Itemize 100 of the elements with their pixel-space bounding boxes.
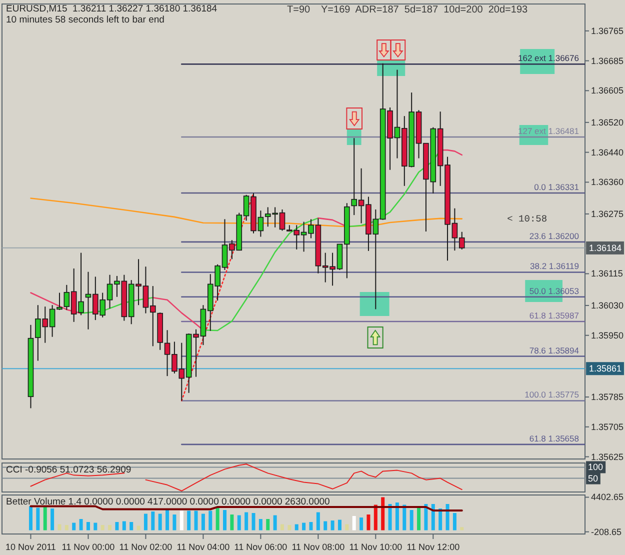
series-label: 78.6 1.35894 (529, 345, 580, 356)
bar (324, 521, 328, 530)
bar (144, 514, 148, 530)
x-tick-label: 11 Nov 04:00 (176, 542, 230, 552)
y-tick-label: 1.36275 (591, 208, 624, 219)
bar (374, 504, 378, 530)
text: 10 minutes 58 seconds left to bar end (6, 14, 164, 26)
bar (28, 506, 32, 530)
chart-title: Better Volume 1.4 0.0000 0.0000 417.0000 0.0000 0.0000 0.0000 2630.0000 (6, 496, 330, 508)
bar (194, 510, 198, 530)
bar (244, 512, 248, 530)
annotation: T=90 Y=169 ADR=187 5d=187 10d=200 20d=193 (287, 4, 528, 16)
x-tick-label: 11 Nov 06:00 (234, 542, 288, 552)
bar (273, 515, 277, 530)
bar (316, 512, 320, 530)
bar (180, 510, 184, 530)
bar (395, 502, 399, 530)
bar (338, 520, 342, 530)
bar (237, 515, 241, 530)
bar (230, 514, 234, 530)
bar (309, 522, 313, 530)
bar (223, 510, 227, 530)
annotation: < 10:58 (507, 214, 548, 224)
y-tick-label: 1.36030 (591, 300, 624, 310)
series-label: 23.6 1.36200 (529, 230, 580, 241)
y-tick-label: 1.36685 (591, 56, 624, 66)
bar (187, 510, 191, 530)
x-tick-label: 11 Nov 12:00 (406, 542, 460, 552)
bar (252, 513, 256, 530)
bar (446, 504, 450, 530)
x-tick-label: 10 Nov 2011 (6, 542, 56, 552)
bar (43, 506, 47, 530)
bar (258, 519, 262, 530)
bar (158, 514, 162, 530)
bar (294, 524, 298, 530)
bar (460, 527, 464, 530)
bar (417, 507, 421, 530)
bar (402, 504, 406, 530)
series-label: 100.0 1.35775 (524, 390, 580, 400)
y-tick-label: 100 (588, 462, 604, 472)
bar (166, 510, 170, 530)
bar (216, 508, 220, 530)
y-tick-label: 1.36440 (591, 147, 624, 158)
bar (108, 525, 112, 530)
bar (201, 514, 205, 530)
y-tick-label: -208.65 (591, 526, 622, 537)
bar (122, 521, 126, 530)
y-tick-label: 1.35950 (591, 330, 624, 340)
y-tick-label: 1.36520 (591, 117, 624, 128)
y-tick-label: 1.36360 (591, 177, 624, 188)
x-tick-label: 11 Nov 00:00 (62, 542, 115, 552)
bar (366, 514, 370, 530)
series-label: 0.0 1.36331 (534, 182, 580, 192)
y-tick-label: 1.35705 (591, 422, 624, 432)
bar (72, 522, 76, 530)
bar (36, 508, 40, 530)
bar (288, 525, 292, 530)
series-label: 38.2 1.36119 (530, 261, 580, 272)
x-tick-label: 11 Nov 10:00 (349, 542, 402, 552)
bar (79, 519, 83, 530)
bar (302, 522, 306, 530)
bar (266, 519, 270, 530)
y-tick-label: 1.36605 (591, 86, 624, 96)
bar (280, 524, 284, 530)
bar (100, 525, 104, 530)
bar (115, 522, 119, 530)
ref-line-label: 1.36184 (589, 242, 622, 253)
bar (360, 518, 364, 530)
bar (136, 526, 140, 530)
bar (452, 513, 456, 530)
y-tick-label: 1.35785 (591, 392, 624, 402)
bar (86, 522, 90, 530)
series-label: 61.8 1.35658 (529, 433, 580, 444)
bar (130, 522, 134, 530)
x-tick-label: 11 Nov 02:00 (119, 542, 172, 552)
bar (208, 510, 212, 530)
ref-line-label: 1.35861 (589, 364, 622, 374)
bar (381, 497, 385, 530)
y-tick-label: 1.36765 (591, 26, 624, 36)
bar (58, 524, 62, 530)
bar (172, 514, 176, 530)
chart-title: CCI -0.9056 51.0723 56.2909 (6, 464, 132, 476)
bar (94, 522, 98, 530)
x-tick-label: 11 Nov 08:00 (292, 542, 345, 552)
y-tick-label: 1.35625 (591, 452, 624, 462)
y-tick-label: 1.36115 (591, 268, 623, 279)
bar (352, 516, 356, 530)
bar (151, 512, 155, 530)
chart-title: EURUSD,M15 1.36211 1.36227 1.36180 1.36184 (6, 4, 218, 14)
bar (388, 504, 392, 530)
bar (424, 504, 428, 530)
series-label: 61.8 1.35987 (529, 310, 580, 321)
bar (410, 510, 414, 530)
bar (330, 520, 334, 530)
y-tick-label: 4402.65 (591, 492, 624, 502)
bar (345, 524, 349, 530)
bar (50, 508, 54, 530)
bar (64, 525, 68, 530)
bar (431, 504, 435, 530)
y-tick-label: 50 (588, 473, 598, 484)
